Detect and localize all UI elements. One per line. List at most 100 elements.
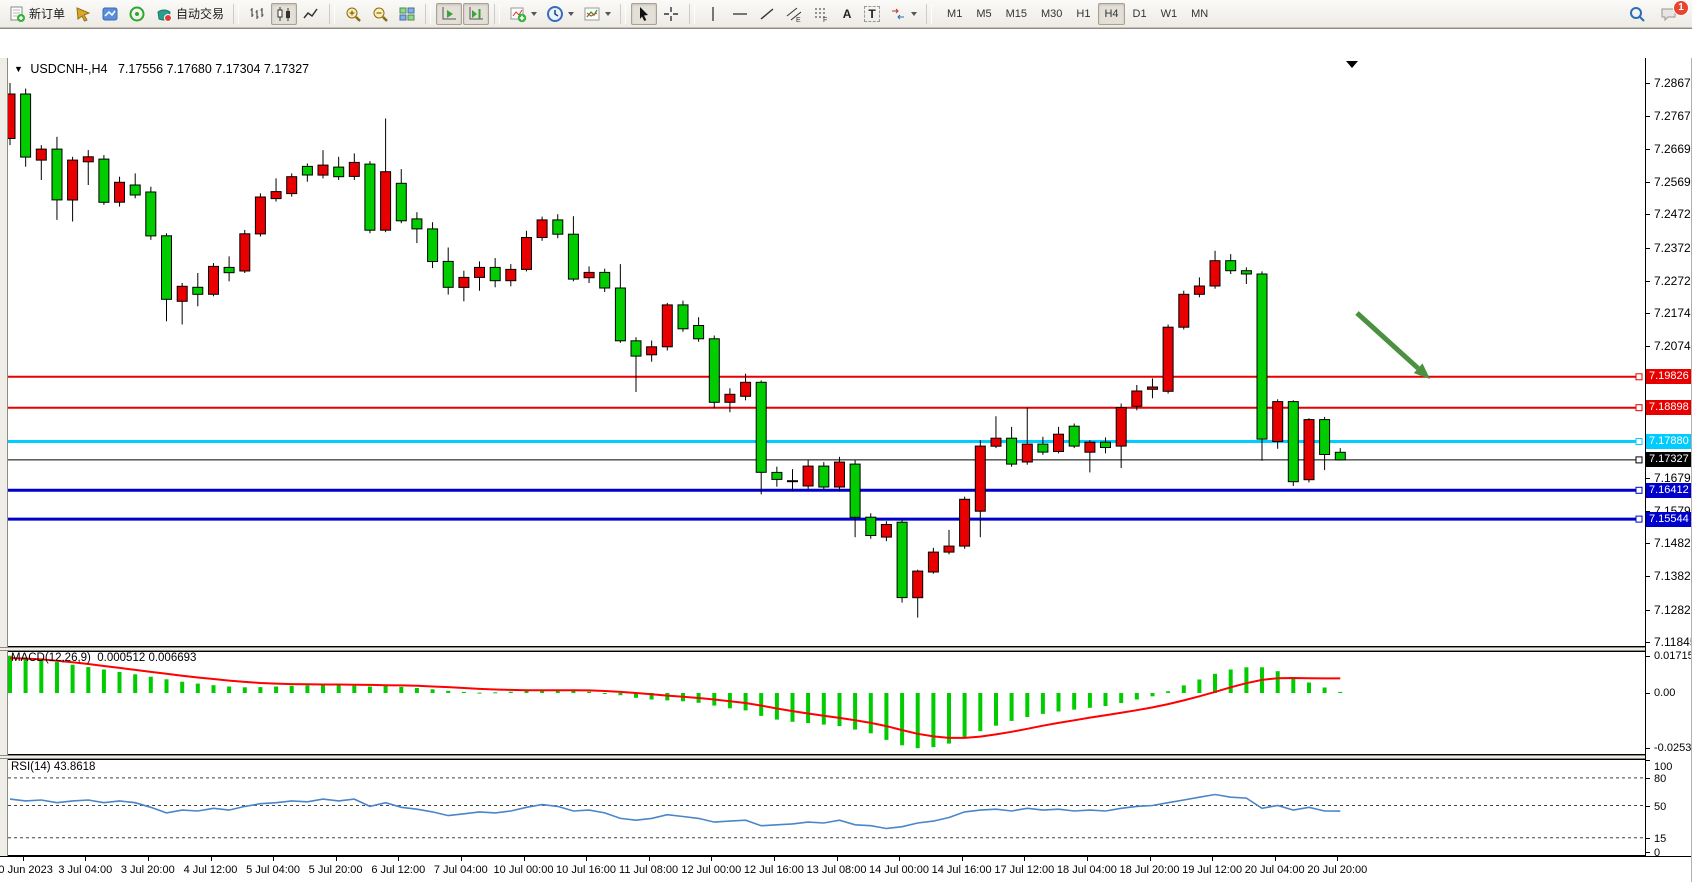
price-tick-mark — [1646, 181, 1650, 183]
price-tick-label: 7.24720 — [1654, 207, 1692, 222]
timeframe-M30[interactable]: M30 — [1041, 7, 1063, 20]
blue-chart-icon — [102, 7, 118, 20]
zoom-in-icon — [346, 7, 361, 22]
rsi-axis-label: 80 — [1654, 772, 1667, 785]
equidistant-channel-button[interactable]: E — [781, 3, 807, 25]
time-axis[interactable]: 30 Jun 2023 3 Jul 04:00 3 Jul 20:00 4 Jul 1… — [0, 856, 1692, 883]
price-tick-mark — [1646, 214, 1650, 216]
chart-header[interactable]: ▼ USDCNH-,H4 7.17556 7.17680 7.17304 7.1… — [14, 62, 309, 76]
price-tick-label: 7.13820 — [1654, 569, 1692, 584]
search-button[interactable] — [1624, 3, 1650, 25]
crosshair-button[interactable] — [658, 3, 684, 25]
timeframe-M1[interactable]: M1 — [947, 7, 963, 20]
chart-shift-button[interactable] — [463, 2, 490, 25]
price-tick-label: 7.12820 — [1654, 602, 1692, 617]
price-tick-label: 7.27670 — [1654, 109, 1692, 124]
auto-scroll-button[interactable] — [436, 2, 463, 25]
green-signal-icon — [129, 6, 145, 21]
zoom-in-button[interactable] — [340, 3, 366, 25]
toolbar-separator — [233, 3, 240, 24]
time-tick-mark — [773, 857, 775, 861]
line-anchor[interactable] — [1635, 438, 1643, 445]
price-chart[interactable] — [8, 58, 1645, 647]
panel-splitter[interactable] — [0, 647, 1692, 651]
time-tick-label: 7 Jul 04:00 — [433, 864, 488, 876]
vertical-line-button[interactable] — [700, 3, 726, 25]
dropdown-caret — [568, 11, 575, 16]
fibonacci-icon: F — [815, 8, 827, 23]
price-tick-label: 7.25695 — [1654, 174, 1692, 189]
line-anchor[interactable] — [1635, 373, 1643, 381]
cursor-button[interactable] — [631, 2, 658, 25]
ohlc-values: 7.17556 7.17680 7.17304 7.17327 — [117, 62, 310, 76]
rsi-axis-label: 50 — [1654, 800, 1667, 813]
toolbar-separator — [620, 3, 627, 24]
new-order-button[interactable]: 新订单 — [4, 3, 69, 25]
search-icon — [1630, 6, 1645, 22]
timeframe-H4[interactable]: H4 — [1098, 2, 1125, 25]
candlesticks — [8, 83, 1346, 618]
candlestick-chart-button[interactable] — [271, 2, 298, 25]
autotrading-button[interactable]: 自动交易 — [151, 3, 228, 25]
time-tick-mark — [586, 857, 587, 861]
gold-arrow-button[interactable] — [70, 3, 96, 25]
rsi-indicator-panel[interactable] — [8, 759, 1645, 856]
crosshair-icon — [664, 6, 679, 21]
time-tick-label: 3 Jul 20:00 — [120, 864, 175, 876]
bar-chart-button[interactable] — [244, 3, 270, 25]
fibonacci-button[interactable]: F — [808, 3, 834, 25]
toolbar: 新订单 自动交易 — [0, 0, 1692, 28]
price-axis[interactable]: 7.28670 7.27670 7.26695 7.25695 7.24720 7.237… — [1645, 58, 1692, 859]
time-tick-mark — [1212, 857, 1214, 861]
tile-windows-icon — [399, 7, 415, 20]
timeframe-D1[interactable]: D1 — [1132, 7, 1147, 20]
templates-button[interactable] — [579, 3, 615, 25]
auto-scroll-icon — [442, 6, 457, 19]
timeframe-M15[interactable]: M15 — [1005, 7, 1027, 20]
time-tick-mark — [836, 857, 838, 861]
timeframe-W1[interactable]: W1 — [1160, 7, 1178, 20]
text-tool-button[interactable]: A — [835, 3, 859, 25]
trendline-button[interactable] — [754, 3, 780, 25]
macd-signal-line — [9, 657, 1341, 739]
chart-shift-icon — [469, 6, 484, 19]
macd-axis-label: -0.025358 — [1654, 742, 1692, 755]
line-anchor[interactable] — [1635, 515, 1643, 523]
price-line-label: 7.17327 — [1646, 452, 1692, 468]
timeframe-H1[interactable]: H1 — [1076, 7, 1091, 20]
dropdown-caret — [605, 11, 612, 16]
price-line-label: 7.17880 — [1646, 434, 1692, 449]
notifications-button[interactable]: 1 — [1656, 0, 1689, 25]
panel-splitter[interactable] — [0, 755, 1692, 759]
line-anchor[interactable] — [1635, 456, 1643, 464]
tile-windows-button[interactable] — [394, 3, 420, 25]
timeframe-MN[interactable]: MN — [1191, 7, 1209, 20]
new-order-icon — [10, 6, 25, 22]
time-tick-mark — [460, 857, 462, 861]
label-tool-button[interactable]: T — [860, 3, 884, 25]
new-order-label: 新订单 — [29, 7, 66, 21]
signal-button[interactable] — [124, 3, 150, 25]
time-tick-mark — [273, 857, 275, 861]
chart-shift-marker[interactable] — [1346, 61, 1358, 68]
chart-window-button[interactable] — [97, 3, 123, 25]
line-chart-button[interactable] — [298, 3, 324, 25]
timeframe-M5[interactable]: M5 — [976, 7, 992, 20]
indicators-button[interactable] — [505, 3, 541, 25]
periods-clock-button[interactable] — [542, 3, 578, 25]
arrows-tool-button[interactable] — [885, 3, 921, 25]
zoom-out-button[interactable] — [367, 3, 393, 25]
time-tick-label: 6 Jul 12:00 — [371, 864, 426, 876]
line-anchor[interactable] — [1635, 404, 1643, 412]
cursor-icon — [640, 6, 649, 21]
horizontal-line-button[interactable] — [727, 3, 753, 25]
line-anchor[interactable] — [1635, 486, 1643, 494]
macd-tick-mark — [1646, 655, 1650, 657]
text-tool-icon: A — [842, 6, 852, 21]
time-tick-mark — [398, 857, 400, 861]
macd-indicator-panel[interactable] — [8, 651, 1645, 755]
horizontal-line-icon — [733, 12, 748, 15]
price-tick-mark — [1646, 543, 1650, 545]
trendline-icon — [760, 7, 774, 20]
arrow-annotation[interactable] — [1355, 311, 1430, 379]
